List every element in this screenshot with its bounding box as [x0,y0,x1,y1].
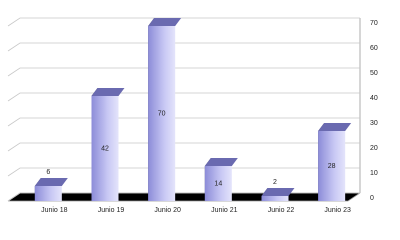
grid-line [7,167,360,177]
y-tick-label: 40 [370,95,378,102]
data-label: 6 [46,169,50,176]
grid-line [7,67,360,77]
bar [204,158,238,201]
data-label: 28 [328,163,336,170]
bar [91,88,125,201]
x-tick-label: Junio 18 [41,207,68,214]
y-tick-label: 30 [370,120,378,127]
x-tick-label: Junio 22 [268,207,295,214]
data-label: 2 [273,179,277,186]
y-tick-label: 50 [370,70,378,77]
bar-front [148,26,176,201]
bar-top [318,123,352,131]
bar [148,18,182,201]
y-tick-label: 60 [370,45,378,52]
y-tick-label: 20 [370,145,378,152]
bar-top [91,88,125,96]
x-tick-label: Junio 20 [154,207,181,214]
y-tick-label: 10 [370,170,378,177]
bar-top [34,178,68,186]
bar-top [148,18,182,26]
data-label: 42 [101,145,109,152]
grid-line [7,117,360,127]
bar-front [91,96,119,201]
bar-top [204,158,238,166]
grid-line [7,17,360,27]
bar [261,188,295,201]
x-tick-label: Junio 21 [211,207,238,214]
bar-front [318,131,346,201]
bar-front [204,166,232,201]
bar-front [261,196,289,201]
y-tick-label: 0 [370,195,374,202]
bar-front [34,186,62,201]
grid-line [7,92,360,102]
bar [34,178,68,201]
data-label: 70 [158,110,166,117]
grid-line [7,142,360,152]
grid-line [7,42,360,52]
data-label: 14 [214,180,222,187]
grid-line [7,192,360,202]
x-tick-label: Junio 23 [324,207,351,214]
bar [318,123,352,201]
bar-top [261,188,295,196]
x-tick-label: Junio 19 [98,207,125,214]
chart: 0 10 20 30 40 50 60 70 6 Junio 18 42 Junio 19 70 Juni… [7,17,378,214]
y-tick-label: 70 [370,20,378,27]
